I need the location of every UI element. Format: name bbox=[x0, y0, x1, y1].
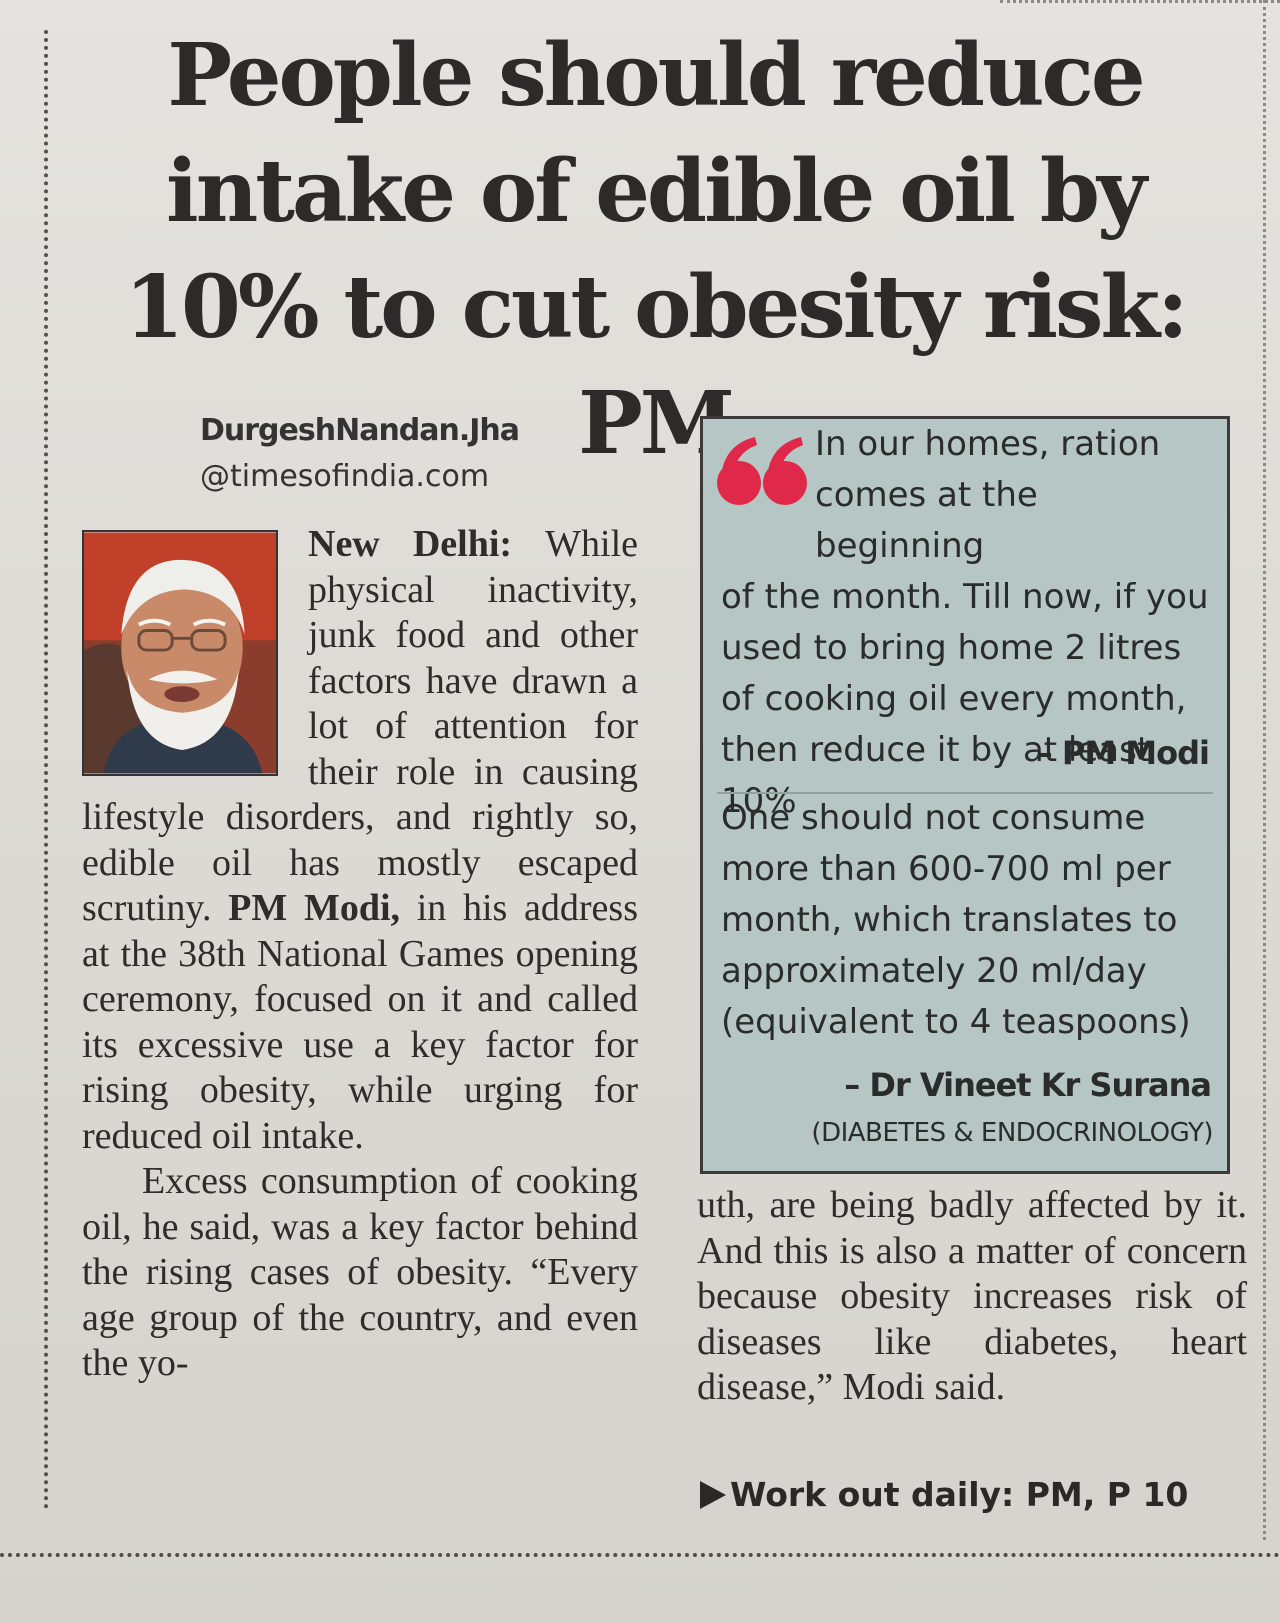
dotted-border-top bbox=[1000, 0, 1280, 3]
quote-box: In our homes, ration comes at the beginn… bbox=[700, 416, 1230, 1174]
dateline: New Delhi: bbox=[308, 523, 513, 565]
continuation-pointer[interactable]: Work out daily: PM, P 10 bbox=[700, 1470, 1188, 1520]
byline-author: DurgeshNandan.Jha bbox=[200, 413, 520, 448]
dotted-border-right bbox=[1263, 0, 1266, 1540]
pm-photo bbox=[82, 530, 278, 776]
quote-divider bbox=[717, 792, 1213, 794]
dotted-border-bottom bbox=[0, 1553, 1280, 1557]
dotted-border-left bbox=[44, 30, 48, 1510]
byline: DurgeshNandan.Jha @timesofindia.com bbox=[200, 408, 520, 500]
attribution-dr-surana: – Dr Vineet Kr Surana bbox=[844, 1066, 1212, 1104]
attribution-specialty: (DIABETES & ENDOCRINOLOGY) bbox=[811, 1118, 1213, 1148]
headline: People should reduce intake of edible oi… bbox=[124, 25, 1189, 474]
article-column-1: New Delhi: While physical inactivity, ju… bbox=[82, 522, 638, 1387]
article-column-2: uth, are being badly affected by it. And… bbox=[697, 1184, 1247, 1408]
portrait-image bbox=[84, 532, 276, 774]
article-paragraph-1: New Delhi: While physical inactivity, ju… bbox=[82, 523, 639, 1157]
pm-modi-bold: PM Modi, bbox=[228, 887, 401, 929]
continuation-text: Work out daily: PM, P 10 bbox=[730, 1475, 1189, 1514]
byline-handle: @timesofindia.com bbox=[200, 459, 490, 494]
attribution-pm-modi: – PM Modi bbox=[1036, 734, 1210, 772]
quote-mark-icon bbox=[717, 437, 807, 505]
triangle-pointer-icon bbox=[700, 1481, 726, 1509]
article-paragraph-2: Excess consumption of cooking oil, he sa… bbox=[82, 1160, 638, 1384]
quote-pm-modi: In our homes, ration comes at the beginn… bbox=[721, 424, 1209, 821]
quote-dr-surana: One should not consume more than 600-700… bbox=[721, 798, 1191, 1042]
